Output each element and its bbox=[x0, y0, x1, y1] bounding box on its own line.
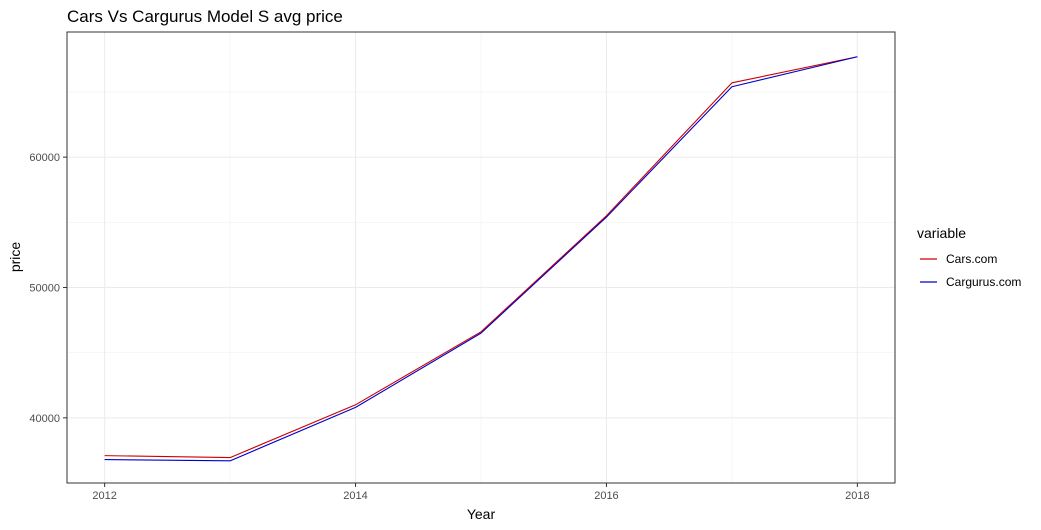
grid bbox=[67, 32, 895, 484]
y-axis-title: price bbox=[7, 242, 23, 273]
legend-title: variable bbox=[917, 225, 966, 241]
y-tick-label: 40000 bbox=[29, 413, 60, 425]
series-line-cars-com bbox=[104, 56, 858, 459]
x-axis-title: Year bbox=[467, 506, 496, 522]
y-tick-label: 60000 bbox=[29, 152, 60, 164]
chart-title: Cars Vs Cargurus Model S avg price bbox=[67, 7, 343, 26]
plot-border bbox=[66, 31, 896, 484]
x-tick-label: 2016 bbox=[594, 490, 618, 502]
legend: variable Cars.com Cargurus.com bbox=[917, 225, 1021, 289]
legend-label: Cargurus.com bbox=[946, 275, 1021, 289]
y-tick-label: 50000 bbox=[29, 282, 60, 294]
y-axis-ticks: 40000 50000 60000 bbox=[29, 152, 67, 425]
legend-item: Cargurus.com bbox=[920, 275, 1021, 289]
x-axis-ticks: 2012 2014 2016 2018 bbox=[92, 483, 870, 502]
series-line-cargurus-com bbox=[104, 56, 858, 462]
legend-label: Cars.com bbox=[946, 252, 997, 266]
x-tick-label: 2018 bbox=[845, 490, 869, 502]
x-tick-label: 2014 bbox=[343, 490, 367, 502]
legend-item: Cars.com bbox=[920, 252, 997, 266]
series-lines bbox=[104, 56, 858, 462]
x-tick-label: 2012 bbox=[92, 490, 116, 502]
